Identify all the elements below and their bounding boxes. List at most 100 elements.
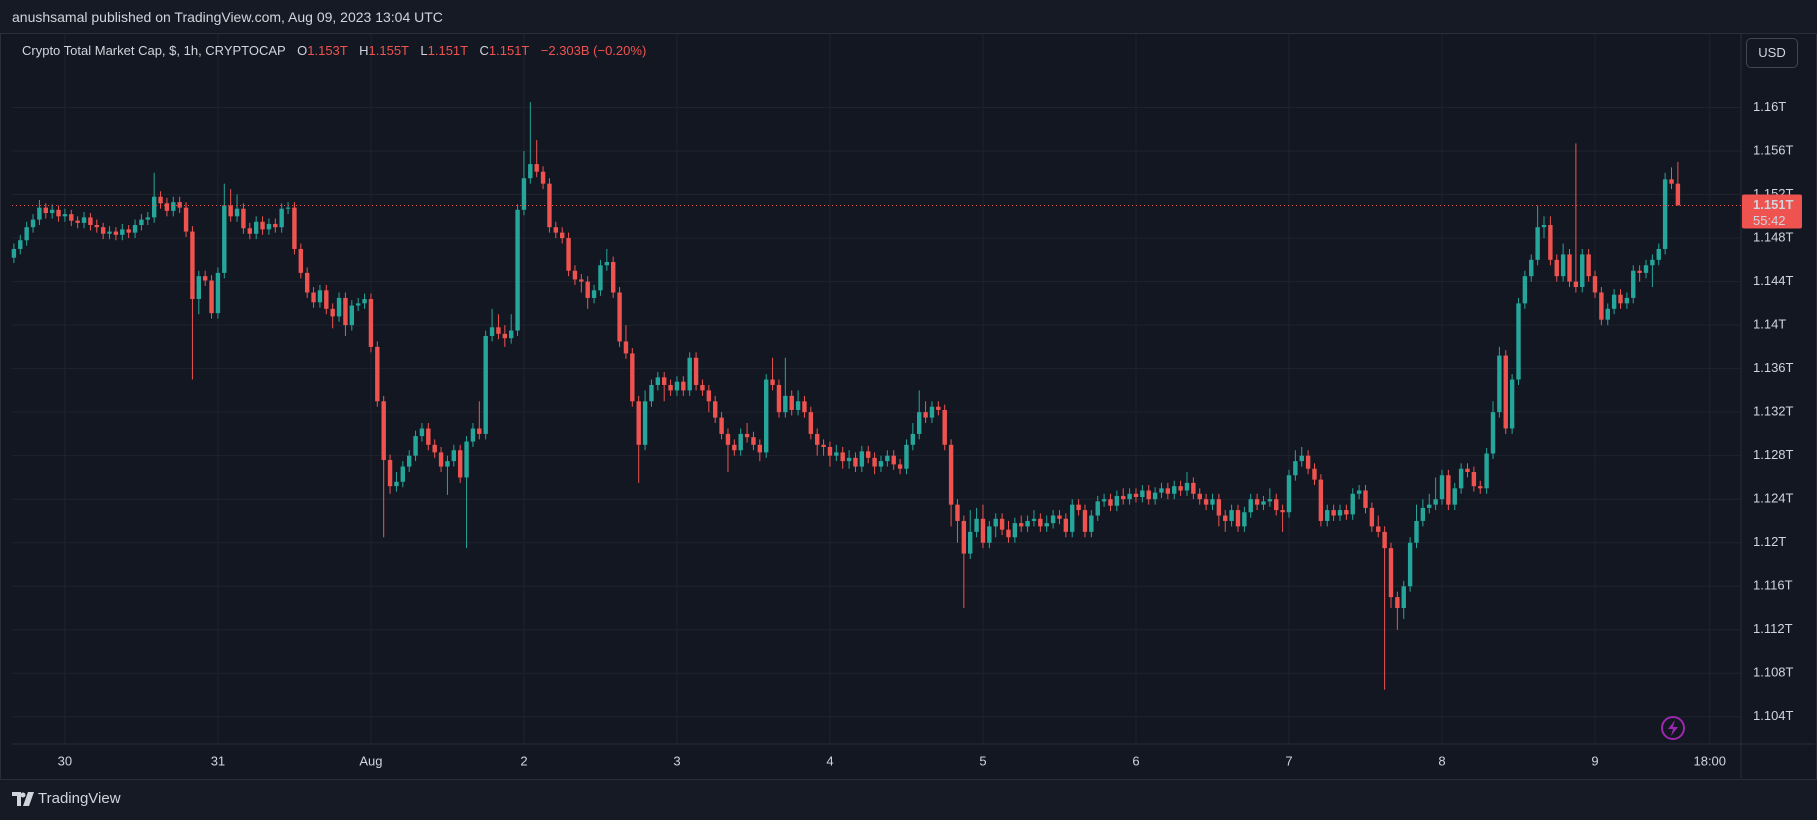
candle-body [1082,510,1088,532]
y-tick-label: 1.128T [1753,447,1794,462]
last-price-label: 1.151T [1753,197,1794,212]
candle-body [783,395,788,413]
y-tick-label: 1.12T [1753,534,1786,549]
x-tick-label: 31 [211,753,225,768]
legend-change: −2.303B (−0.20%) [540,43,647,58]
x-tick-label: Aug [359,753,382,768]
legend-key: H [359,43,369,58]
candle-body [1458,468,1464,489]
y-tick-label: 1.144T [1753,273,1794,288]
candle-body [343,297,348,326]
candle-body [1669,179,1674,184]
candle-body [642,401,648,445]
candle-body [1331,510,1336,516]
candle-body [961,520,967,554]
candle-body [1070,504,1075,532]
candle-body [445,461,450,467]
candle-body [1235,510,1241,527]
candle-body [834,452,839,456]
candle-body [904,444,909,469]
countdown-label: 55:42 [1753,213,1786,228]
candle-body [362,299,367,304]
candle-body [1465,468,1470,472]
x-tick-label: 30 [58,753,72,768]
candle-body [1191,482,1196,494]
candle-body [88,217,93,226]
published-note: anushsamal published on TradingView.com,… [12,9,443,25]
legend-value: 1.155T [368,43,409,58]
candle-body [572,270,578,280]
candle-body [24,227,29,241]
candle-body [528,164,533,179]
candle-body [209,280,214,314]
candle-body [1516,303,1521,380]
candle-body [1618,294,1623,304]
brand-logo [12,791,34,806]
candle-body [579,279,584,282]
candle-body [559,232,565,239]
candle-body [980,518,986,543]
candle-body [260,221,265,230]
candle-body [470,428,476,442]
candle-body [802,401,807,413]
candle-body [1363,490,1368,508]
candle-body [171,202,176,211]
candle-body [311,292,316,303]
candle-body [1637,270,1642,273]
candle-body [413,436,418,456]
candle-body [776,384,782,413]
candle-body [62,214,68,217]
candle-body [457,450,463,478]
legend-key: L [420,43,428,58]
candle-body [1337,510,1343,516]
candle-body [1305,455,1311,469]
x-tick-label: 5 [979,753,986,768]
candle-body [1133,493,1139,498]
candle-body [521,178,527,210]
candle-body [394,481,399,487]
currency-button[interactable]: USD [1746,38,1798,68]
legend-value: 1.151T [427,43,468,58]
candles [11,102,1681,690]
candle-body [1178,486,1183,491]
candle-body [183,207,189,232]
candle-body [1242,512,1247,527]
candle-body [202,276,208,281]
candle-body [866,451,871,458]
candle-body [1146,490,1151,500]
candle-body [37,207,42,220]
candle-body [974,518,979,532]
grid [12,34,1741,744]
candle-body [878,461,884,467]
candle-body [1152,492,1158,500]
ohlc-legend: Crypto Total Market Cap, $, 1h, CRYPTOCA… [22,43,646,58]
candle-body [1560,254,1566,277]
candle-body [821,444,826,447]
candle-body [1548,225,1553,260]
candle-body [1165,488,1171,494]
candle-body [910,433,916,445]
candle-body [764,379,769,453]
candle-body [1624,297,1630,304]
candle-body [610,262,616,293]
candle-body [744,433,750,438]
candle-body [713,401,718,418]
candle-body [751,437,756,445]
candle-body [1025,520,1030,527]
candle-body [11,248,17,258]
candle-body [158,196,163,204]
candle-body [1172,486,1177,494]
candle-body [795,401,801,410]
candle-body [1522,276,1528,304]
candle-body [968,531,973,554]
candle-body [1057,515,1062,519]
candle-body [617,292,622,342]
candle-body [1159,488,1164,493]
candle-body [1254,499,1260,505]
candle-body [923,412,928,418]
candle-body [387,460,393,487]
candle-body [891,455,896,465]
candle-body [1344,510,1349,515]
candle-body [1605,308,1610,320]
